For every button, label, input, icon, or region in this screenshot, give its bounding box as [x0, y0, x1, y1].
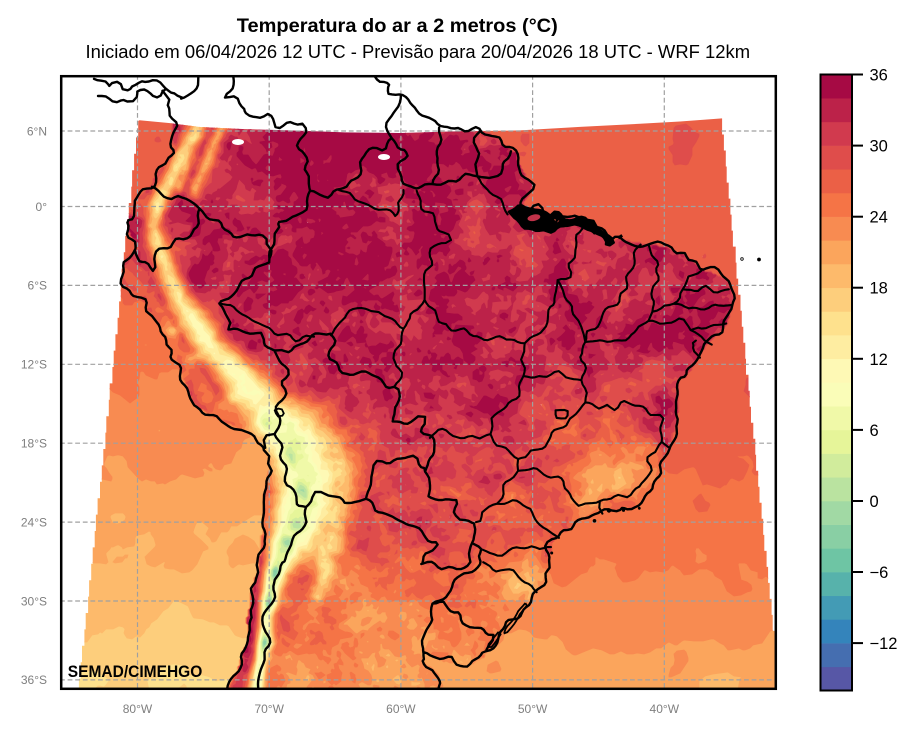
svg-text:6: 6 [870, 422, 879, 440]
svg-text:18: 18 [870, 280, 888, 298]
svg-text:30°S: 30°S [21, 594, 47, 608]
svg-text:0°: 0° [36, 200, 48, 214]
svg-text:18°S: 18°S [21, 437, 47, 451]
svg-text:30: 30 [870, 138, 888, 156]
svg-text:80°W: 80°W [123, 702, 153, 716]
svg-text:24°S: 24°S [21, 515, 47, 529]
svg-text:−12: −12 [870, 635, 898, 653]
svg-text:40°W: 40°W [650, 702, 680, 716]
svg-text:60°W: 60°W [386, 702, 416, 716]
svg-text:36: 36 [870, 67, 888, 85]
svg-text:70°W: 70°W [254, 702, 284, 716]
svg-text:36°S: 36°S [21, 673, 47, 687]
svg-text:−6: −6 [870, 564, 889, 582]
svg-text:0: 0 [870, 493, 879, 511]
svg-text:50°W: 50°W [518, 702, 548, 716]
svg-text:SEMAD/CIMEHGO: SEMAD/CIMEHGO [68, 663, 203, 681]
svg-text:Temperatura do ar a 2 metros (: Temperatura do ar a 2 metros (°C) [237, 15, 558, 37]
svg-text:Iniciado em 06/04/2026 12 UTC: Iniciado em 06/04/2026 12 UTC - Previsão… [86, 41, 751, 62]
svg-text:24: 24 [870, 209, 888, 227]
svg-text:6°S: 6°S [28, 279, 47, 293]
svg-text:6°N: 6°N [27, 124, 47, 138]
svg-text:12: 12 [870, 351, 888, 369]
svg-text:12°S: 12°S [21, 358, 47, 372]
